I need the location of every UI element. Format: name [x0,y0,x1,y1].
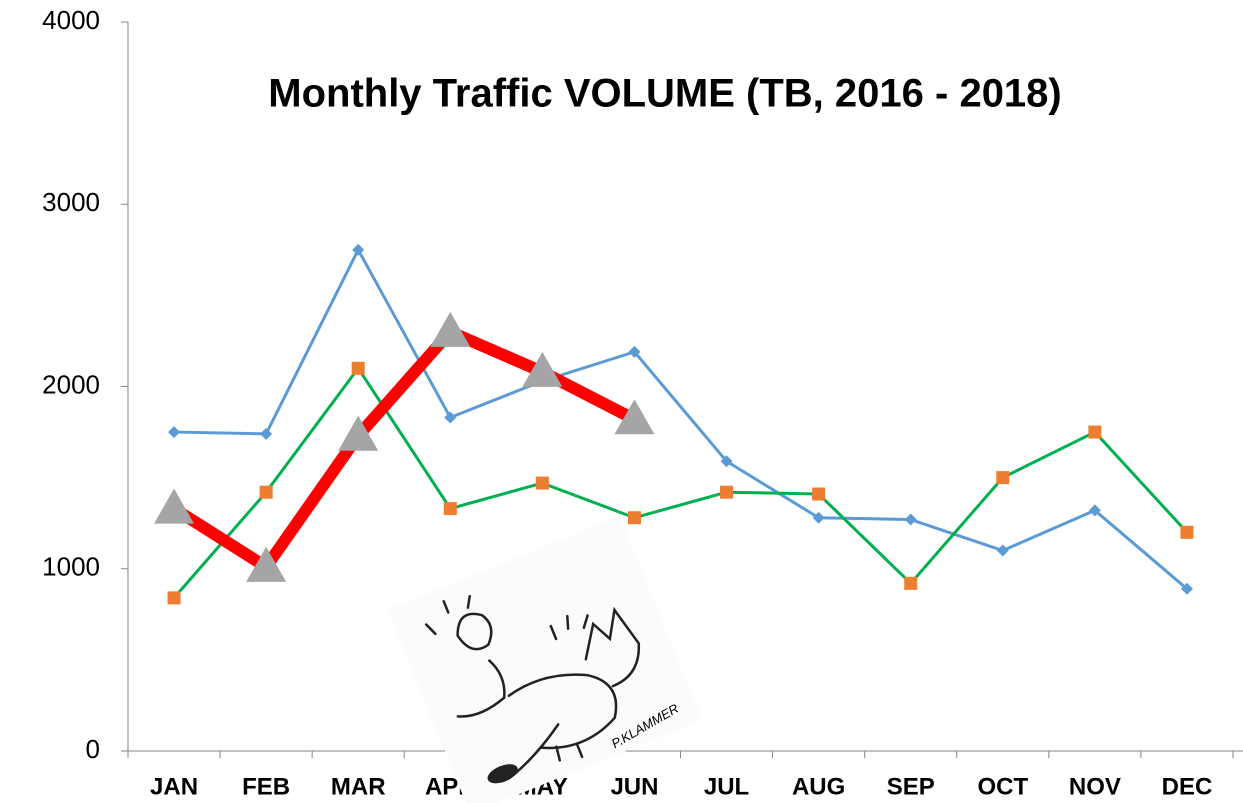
x-tick-label: JAN [150,773,198,800]
page: Monthly Traffic VOLUME (TB, 2016 - 2018)… [0,0,1243,803]
y-tick-label: 0 [86,734,100,764]
square-marker [904,577,917,590]
diamond-marker [997,545,1009,557]
chart-title: Monthly Traffic VOLUME (TB, 2016 - 2018) [268,72,1062,116]
x-tick-label: SEP [887,773,935,800]
triangle-marker [430,312,470,347]
square-marker [260,486,273,499]
y-tick-label: 2000 [42,369,100,399]
square-marker [1180,526,1193,539]
square-marker [352,362,365,375]
diamond-marker [260,428,272,440]
diamond-marker [444,411,456,423]
square-marker [168,591,181,604]
x-tick-label: MAR [331,773,386,800]
x-tick-label: JUL [704,773,749,800]
square-marker [812,488,825,501]
square-marker [536,477,549,490]
x-tick-label: JUN [610,773,658,800]
x-tick-label: NOV [1069,773,1121,800]
chart: Monthly Traffic VOLUME (TB, 2016 - 2018)… [0,0,1243,803]
x-tick-label: OCT [977,773,1028,800]
diamond-marker [168,426,180,438]
cartoon-image: P.KLAMMER [388,516,702,803]
square-marker [1088,426,1101,439]
square-marker [444,502,457,515]
y-tick-label: 4000 [42,5,100,35]
x-tick-label: DEC [1162,773,1213,800]
y-tick-label: 3000 [42,187,100,217]
diamond-marker [905,514,917,526]
x-tick-label: AUG [792,773,845,800]
cartoon-paper [388,516,702,803]
square-marker [628,511,641,524]
triangle-marker [154,489,194,524]
y-tick-label: 1000 [42,552,100,582]
x-tick-label: FEB [242,773,290,800]
series-line [174,250,1187,589]
square-marker [996,471,1009,484]
square-marker [720,486,733,499]
series-line [174,332,634,567]
diamond-marker [352,244,364,256]
